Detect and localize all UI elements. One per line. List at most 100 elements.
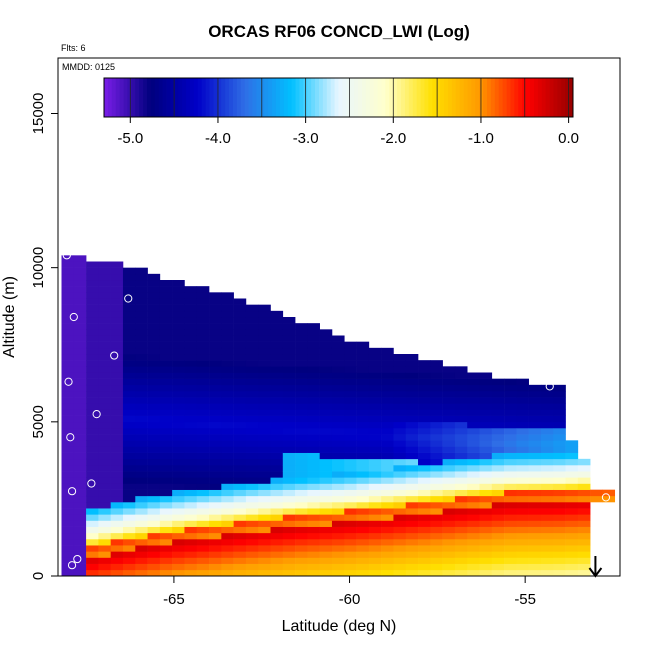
heatmap-cell [61, 286, 75, 293]
data-point [66, 433, 75, 442]
heatmap-cell [393, 569, 407, 577]
heatmap-cell [442, 557, 456, 564]
heatmap-cell [553, 452, 566, 460]
colorbar-segment [283, 78, 289, 117]
heatmap-cell [405, 421, 419, 429]
heatmap-cell [61, 280, 75, 287]
heatmap-cell [356, 421, 370, 429]
heatmap-cell [135, 415, 148, 423]
heatmap-cell [356, 341, 370, 349]
heatmap-cell [209, 569, 222, 577]
heatmap-cell [504, 508, 517, 515]
heatmap-cell [233, 335, 247, 342]
heatmap-cell [504, 409, 517, 416]
colorbar-segment [174, 78, 179, 117]
data-point [69, 312, 78, 322]
heatmap-cell [368, 539, 382, 546]
heatmap-cell [73, 415, 87, 423]
heatmap-cell [110, 465, 124, 472]
heatmap-cell [233, 520, 247, 527]
heatmap-cell [467, 378, 480, 386]
heatmap-cell [110, 366, 124, 373]
heatmap-cell [516, 551, 529, 558]
heatmap-cell [233, 298, 247, 305]
heatmap-cell [159, 557, 173, 564]
heatmap-cell [98, 360, 111, 367]
heatmap-cell [295, 409, 308, 416]
heatmap-cell [295, 477, 308, 484]
heatmap-cell [344, 347, 357, 355]
heatmap-cell [61, 298, 75, 305]
heatmap-cell [454, 428, 468, 435]
heatmap-cell [172, 563, 185, 571]
heatmap-cell [368, 428, 382, 435]
heatmap-cell [233, 434, 247, 441]
heatmap-cell [565, 563, 579, 571]
colorbar-segment [350, 78, 355, 117]
heatmap-cell [368, 391, 382, 398]
heatmap-cell [258, 514, 271, 521]
heatmap-cell [393, 483, 407, 490]
heatmap-cell [307, 384, 320, 392]
heatmap-cell [430, 391, 443, 398]
heatmap-cell [172, 329, 185, 336]
heatmap-cell [122, 551, 136, 558]
heatmap-cell [61, 551, 75, 558]
y-tick-label: 5000 [30, 405, 47, 438]
heatmap-cell [147, 532, 161, 540]
colorbar-tick-label: -3.0 [293, 130, 319, 147]
heatmap-cell [221, 440, 234, 447]
heatmap-cell [516, 458, 529, 466]
heatmap-cell [479, 551, 493, 558]
heatmap-cell [147, 483, 161, 490]
heatmap-cell [356, 434, 370, 441]
heatmap-cell [184, 310, 198, 318]
heatmap-cell [110, 403, 124, 410]
colorbar-segment [346, 78, 351, 117]
heatmap-cell [122, 471, 136, 478]
colorbar-segment [178, 78, 183, 117]
colorbar-segment [311, 78, 316, 117]
heatmap-cell [61, 471, 75, 478]
heatmap-cell [245, 483, 259, 490]
heatmap-cell [61, 403, 75, 410]
heatmap-cell [528, 526, 542, 534]
heatmap-cell [184, 286, 198, 293]
heatmap-cell [319, 545, 333, 552]
heatmap-cell [221, 391, 234, 398]
heatmap-cell [147, 526, 161, 534]
heatmap-cell [159, 391, 173, 398]
heatmap-cell [98, 465, 111, 472]
heatmap-cell [577, 483, 591, 490]
heatmap-cell [245, 508, 259, 515]
heatmap-cell [442, 421, 456, 429]
heatmap-cell [307, 569, 320, 577]
heatmap-cell [418, 495, 431, 503]
heatmap-cell [479, 471, 493, 478]
heatmap-cell [98, 477, 111, 484]
heatmap-cell [319, 341, 333, 349]
heatmap-cell [491, 434, 505, 441]
heatmap-cell [418, 502, 431, 509]
colorbar-segment [197, 78, 203, 117]
heatmap-cell [491, 471, 505, 478]
heatmap-cell [172, 317, 185, 324]
data-point [73, 554, 82, 564]
heatmap-cell [110, 489, 124, 497]
heatmap-cell [467, 495, 480, 503]
heatmap-cell [147, 452, 161, 460]
heatmap-cell [233, 421, 247, 429]
heatmap-cell [553, 428, 566, 435]
heatmap-cell [258, 489, 271, 497]
heatmap-cell [418, 366, 431, 373]
heatmap-cell [491, 489, 505, 497]
heatmap-cell [73, 403, 87, 410]
heatmap-cell [553, 557, 566, 564]
heatmap-cell [98, 428, 111, 435]
heatmap-cell [258, 569, 271, 577]
heatmap-cell [577, 495, 591, 503]
heatmap-cell [405, 545, 419, 552]
heatmap-cell [172, 341, 185, 349]
heatmap-cell [368, 563, 382, 571]
